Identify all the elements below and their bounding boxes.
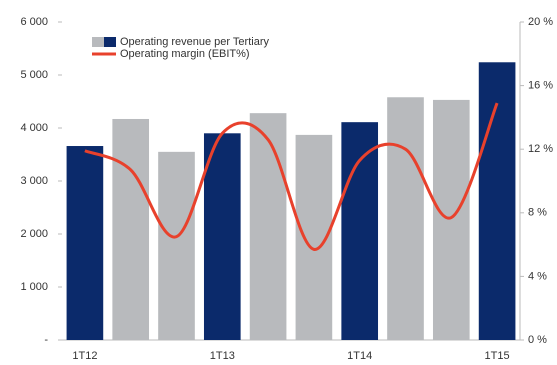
y2-tick-label: 4 %	[528, 270, 547, 282]
y2-tick-label: 0 %	[528, 334, 547, 346]
y2-tick-label: 16 %	[528, 80, 553, 92]
y2-tick-label: 20 %	[528, 16, 553, 28]
bar	[341, 122, 379, 340]
y-tick-label: 3 000	[20, 175, 48, 187]
bar	[203, 133, 241, 340]
x-tick-label: 1T14	[347, 350, 372, 362]
y-tick-label: 2 000	[20, 228, 48, 240]
line	[84, 102, 499, 251]
bar	[158, 151, 195, 340]
x-tick-label: 1T12	[72, 350, 97, 362]
y2-tick-label: 12 %	[528, 143, 553, 155]
y-tick-label: 6 000	[20, 16, 48, 28]
y-tick-label: 1 000	[20, 281, 48, 293]
x-tick-label: 1T15	[485, 350, 510, 362]
legend-label: Operating revenue per Tertiary	[120, 36, 269, 48]
bar	[66, 146, 104, 340]
bar	[387, 97, 424, 340]
bar	[478, 62, 516, 340]
x-tick-label: 1T13	[210, 350, 235, 362]
legend-swatch	[104, 37, 116, 47]
bar	[112, 118, 150, 341]
legend-label: Operating margin (EBIT%)	[120, 48, 250, 60]
bar	[432, 99, 470, 340]
bar	[249, 113, 287, 340]
legend-swatch	[92, 37, 104, 47]
y2-tick-label: 8 %	[528, 207, 547, 219]
y-tick-label: 5 000	[20, 69, 48, 81]
y-tick-label: 4 000	[20, 122, 48, 134]
y-tick-label: -	[44, 334, 48, 346]
